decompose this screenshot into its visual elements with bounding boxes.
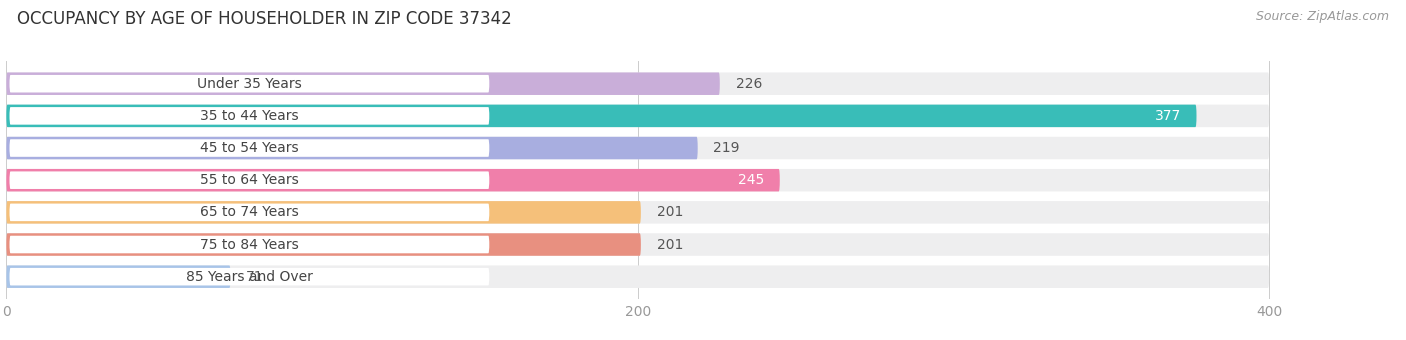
FancyBboxPatch shape — [6, 266, 231, 288]
FancyBboxPatch shape — [6, 169, 780, 191]
FancyBboxPatch shape — [10, 236, 489, 253]
Text: OCCUPANCY BY AGE OF HOUSEHOLDER IN ZIP CODE 37342: OCCUPANCY BY AGE OF HOUSEHOLDER IN ZIP C… — [17, 10, 512, 28]
Text: Under 35 Years: Under 35 Years — [197, 77, 302, 91]
Text: 201: 201 — [657, 238, 683, 252]
FancyBboxPatch shape — [6, 201, 641, 224]
FancyBboxPatch shape — [6, 105, 1270, 127]
FancyBboxPatch shape — [6, 137, 1270, 159]
FancyBboxPatch shape — [6, 233, 1270, 256]
FancyBboxPatch shape — [6, 72, 1270, 95]
FancyBboxPatch shape — [6, 137, 697, 159]
Text: 35 to 44 Years: 35 to 44 Years — [200, 109, 298, 123]
FancyBboxPatch shape — [10, 268, 489, 286]
FancyBboxPatch shape — [10, 204, 489, 221]
Text: 201: 201 — [657, 205, 683, 219]
Text: 65 to 74 Years: 65 to 74 Years — [200, 205, 299, 219]
FancyBboxPatch shape — [6, 72, 720, 95]
FancyBboxPatch shape — [6, 233, 641, 256]
Text: 85 Years and Over: 85 Years and Over — [186, 270, 314, 284]
FancyBboxPatch shape — [10, 107, 489, 125]
Text: 245: 245 — [738, 173, 763, 187]
FancyBboxPatch shape — [6, 201, 1270, 224]
FancyBboxPatch shape — [6, 105, 1197, 127]
Text: 45 to 54 Years: 45 to 54 Years — [200, 141, 298, 155]
FancyBboxPatch shape — [6, 266, 1270, 288]
Text: 55 to 64 Years: 55 to 64 Years — [200, 173, 299, 187]
FancyBboxPatch shape — [10, 75, 489, 92]
Text: 219: 219 — [713, 141, 740, 155]
Text: 75 to 84 Years: 75 to 84 Years — [200, 238, 299, 252]
FancyBboxPatch shape — [10, 139, 489, 157]
FancyBboxPatch shape — [6, 169, 1270, 191]
Text: Source: ZipAtlas.com: Source: ZipAtlas.com — [1256, 10, 1389, 23]
Text: 71: 71 — [246, 270, 264, 284]
FancyBboxPatch shape — [10, 171, 489, 189]
Text: 377: 377 — [1154, 109, 1181, 123]
Text: 226: 226 — [735, 77, 762, 91]
